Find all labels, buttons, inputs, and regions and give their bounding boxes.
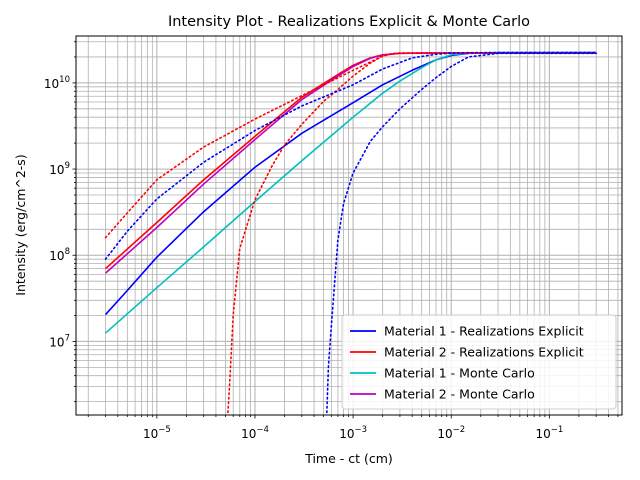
y-tick-label: 107	[49, 333, 70, 349]
plot-series	[104, 51, 597, 414]
y-tick-label: 109	[49, 161, 70, 177]
y-tick-label: 108	[49, 247, 70, 263]
legend-label: Material 1 - Realizations Explicit	[384, 324, 584, 339]
x-tick-label: 10−1	[535, 425, 563, 441]
x-axis-label: Time - ct (cm)	[304, 451, 393, 466]
legend: Material 1 - Realizations Explicit Materi…	[341, 314, 617, 410]
series-line-7	[104, 51, 597, 260]
axis-ticks: 10−5 10−4 10−3 10−2 10−1 107 108 109 1010	[44, 41, 619, 441]
legend-label: Material 2 - Monte Carlo	[384, 387, 535, 402]
x-tick-label: 10−5	[143, 425, 171, 441]
x-tick-label: 10−3	[339, 425, 367, 441]
chart-title: Intensity Plot - Realizations Explicit &…	[168, 14, 530, 30]
series-line-8	[326, 52, 597, 414]
series-line-5	[104, 52, 597, 239]
legend-label: Material 2 - Realizations Explicit	[384, 345, 584, 360]
legend-label: Material 1 - Monte Carlo	[384, 366, 535, 381]
series-line-6	[227, 52, 597, 414]
y-axis-label: Intensity (erg/cm^2-s)	[13, 154, 28, 295]
legend-box	[341, 314, 617, 410]
x-tick-label: 10−2	[437, 425, 465, 441]
x-tick-label: 10−4	[241, 425, 269, 441]
y-tick-label: 1010	[44, 75, 70, 91]
